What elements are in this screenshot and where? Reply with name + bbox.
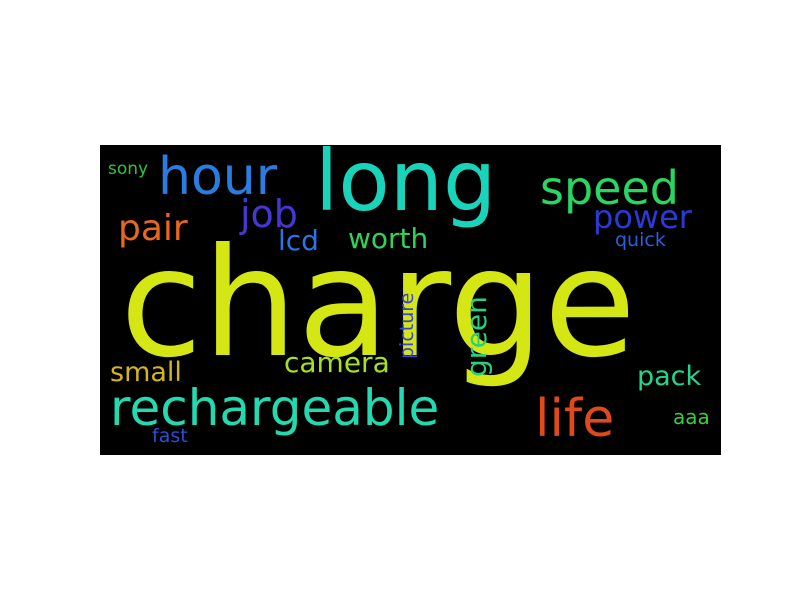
word-long: long	[315, 145, 497, 230]
word-picture: picture	[396, 292, 418, 359]
word-lcd: lcd	[278, 224, 319, 257]
word-quick: quick	[615, 229, 666, 251]
word-green: green	[460, 296, 493, 377]
word-charge: charge	[120, 217, 636, 391]
word-hour: hour	[158, 147, 278, 207]
word-sony: sony	[108, 159, 149, 179]
word-job: job	[240, 192, 298, 236]
word-pair: pair	[118, 208, 188, 249]
word-worth: worth	[348, 222, 429, 255]
word-speed: speed	[540, 161, 679, 215]
word-small: small	[110, 357, 182, 388]
word-fast: fast	[152, 425, 188, 447]
word-camera: camera	[284, 346, 390, 379]
word-cloud: charge hour long speed rechargeable life…	[100, 145, 721, 455]
word-life: life	[535, 389, 615, 449]
word-power: power	[593, 198, 692, 236]
word-rechargeable: rechargeable	[110, 379, 440, 437]
word-aaa: aaa	[673, 405, 710, 429]
word-pack: pack	[637, 361, 702, 392]
